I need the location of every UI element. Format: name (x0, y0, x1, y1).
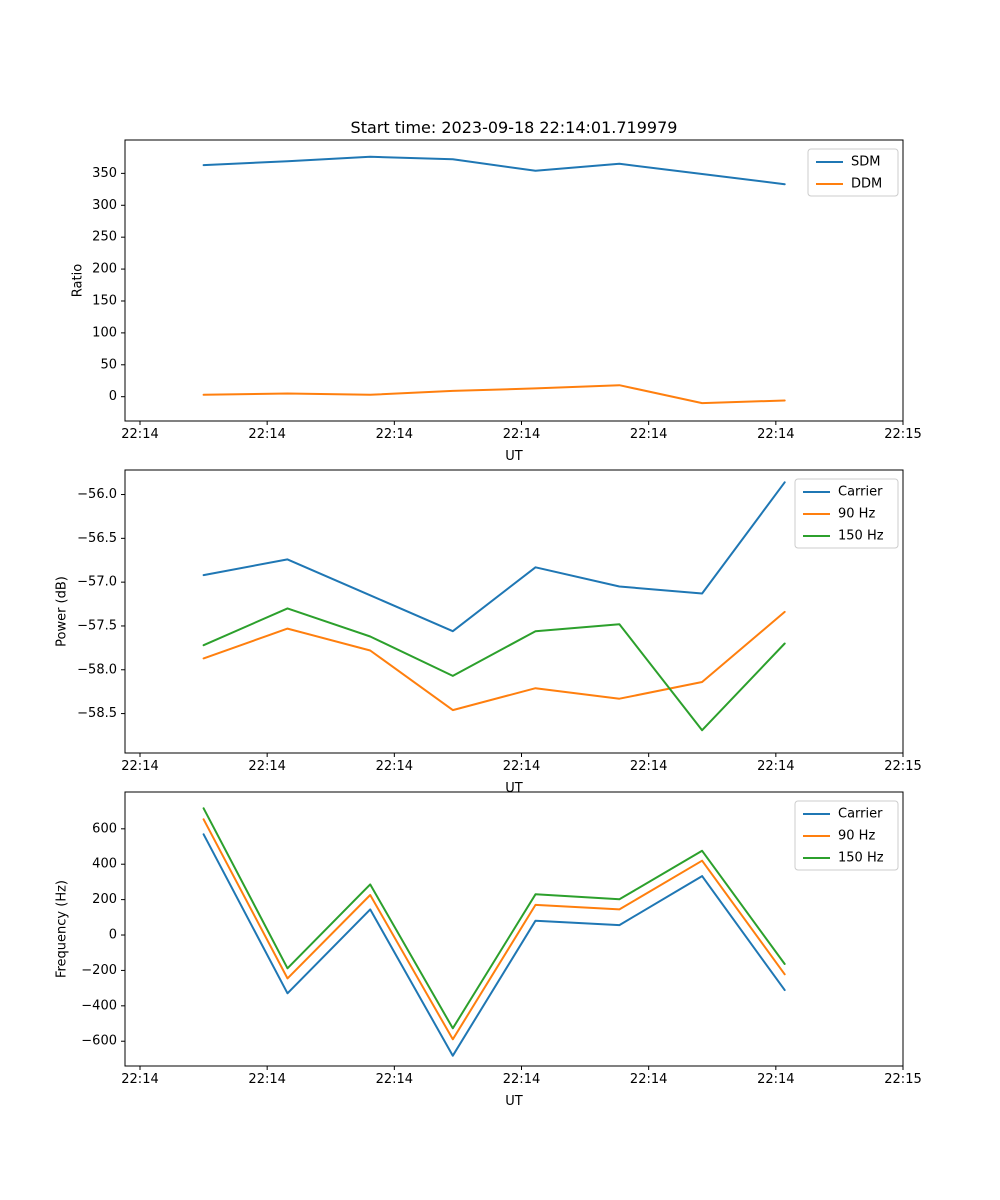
subplot-frequency-hz: 22:14 22:14 22:14 22:14 22:14 22:14 22:15 600 40… (55, 791, 922, 1109)
x-tick-label: 22:14 (376, 759, 413, 774)
x-axis-label: UT (505, 781, 523, 796)
y-tick-label: −57.5 (77, 618, 117, 633)
series-line-90-hz (202, 818, 786, 1041)
axes-frame (124, 139, 904, 422)
legend-label: Carrier (838, 485, 883, 500)
legend-label: 90 Hz (838, 829, 875, 844)
y-tick-label: 50 (100, 357, 117, 372)
x-tick-label: 22:14 (630, 427, 667, 442)
legend-label: 90 Hz (838, 507, 875, 522)
x-axis-label: UT (505, 449, 523, 464)
y-tick-label: 0 (109, 928, 117, 943)
y-axis-label: Power (dB) (55, 576, 70, 647)
legend-label: SDM (851, 155, 880, 170)
y-tick-label: 300 (92, 198, 117, 213)
x-tick-label: 22:14 (376, 1072, 413, 1087)
legend-box (794, 800, 899, 871)
legend-label: 150 Hz (838, 851, 884, 866)
chart-title: Start time: 2023-09-18 22:14:01.719979 (350, 118, 678, 137)
y-tick-label: −200 (81, 963, 117, 978)
y-tick-label: −57.0 (77, 575, 117, 590)
y-tick-label: −400 (81, 998, 117, 1013)
subplot-ratio: 22:14 22:14 22:14 22:14 22:14 22:14 22:15 0 50 10… (71, 139, 922, 464)
y-tick-label: 200 (92, 262, 117, 277)
x-tick-label: 22:14 (630, 759, 667, 774)
y-tick-label: 400 (92, 857, 117, 872)
y-tick-label: −56.5 (77, 531, 117, 546)
y-tick-label: −56.0 (77, 487, 117, 502)
y-tick-label: 350 (92, 166, 117, 181)
series-line-sdm (202, 155, 786, 186)
x-tick-label: 22:15 (884, 759, 921, 774)
axes-frame (124, 791, 904, 1067)
y-tick-label: −58.0 (77, 662, 117, 677)
x-tick-label: 22:14 (757, 427, 794, 442)
y-tick-label: −58.5 (77, 706, 117, 721)
legend: SDM DDM (807, 148, 899, 197)
legend: Carrier 90 Hz 150 Hz (794, 478, 899, 549)
series-line-150-hz (202, 607, 786, 732)
y-tick-label: 150 (92, 293, 117, 308)
y-tick-label: 600 (92, 821, 117, 836)
legend-box (794, 478, 899, 549)
y-axis-label: Frequency (Hz) (55, 880, 70, 978)
y-tick-label: −600 (81, 1034, 117, 1049)
x-tick-label: 22:14 (503, 759, 540, 774)
x-tick-label: 22:14 (376, 427, 413, 442)
y-tick-label: 100 (92, 325, 117, 340)
legend-label: DDM (851, 177, 882, 192)
x-tick-label: 22:14 (757, 1072, 794, 1087)
x-tick-label: 22:14 (757, 759, 794, 774)
axes-frame (124, 469, 904, 754)
x-tick-label: 22:14 (248, 427, 285, 442)
x-tick-label: 22:14 (121, 427, 158, 442)
y-tick-label: 200 (92, 892, 117, 907)
x-tick-label: 22:14 (503, 1072, 540, 1087)
series-line-150-hz (202, 807, 786, 1030)
x-tick-label: 22:14 (121, 759, 158, 774)
legend-label: 150 Hz (838, 529, 884, 544)
legend: Carrier 90 Hz 150 Hz (794, 800, 899, 871)
legend-label: Carrier (838, 807, 883, 822)
x-tick-label: 22:14 (248, 759, 285, 774)
series-line-ddm (202, 384, 786, 405)
series-line-90-hz (202, 610, 786, 712)
y-tick-label: 0 (109, 389, 117, 404)
subplot-power-db: 22:14 22:14 22:14 22:14 22:14 22:14 22:15 −56.0… (55, 469, 922, 796)
x-tick-label: 22:15 (884, 1072, 921, 1087)
x-tick-label: 22:14 (248, 1072, 285, 1087)
y-tick-label: 250 (92, 230, 117, 245)
series-line-carrier (202, 833, 786, 1057)
x-tick-label: 22:14 (121, 1072, 158, 1087)
x-tick-label: 22:14 (503, 427, 540, 442)
x-tick-label: 22:14 (630, 1072, 667, 1087)
x-tick-label: 22:15 (884, 427, 921, 442)
y-axis-label: Ratio (71, 264, 86, 297)
series-line-carrier (202, 481, 786, 633)
x-axis-label: UT (505, 1094, 523, 1109)
